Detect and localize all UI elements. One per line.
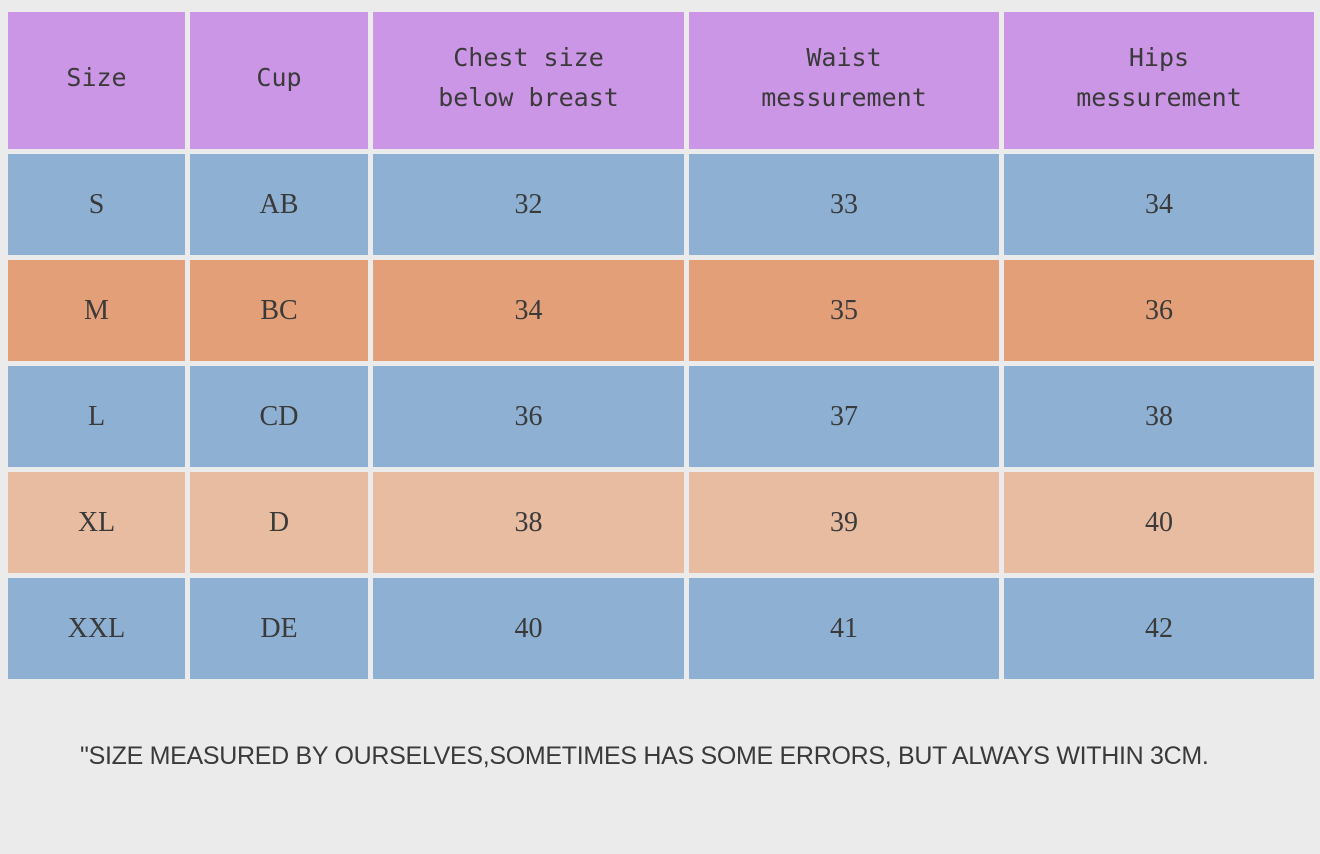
header-cup: Cup: [190, 12, 368, 149]
size-disclaimer-note: "SIZE MEASURED BY OURSELVES,SOMETIMES HA…: [80, 742, 1209, 770]
cell-chest: 40: [373, 578, 684, 679]
cell-chest: 38: [373, 472, 684, 573]
cell-chest: 34: [373, 260, 684, 361]
size-chart-table: Size Cup Chest size below breast Waist m…: [8, 12, 1314, 679]
cell-waist: 35: [689, 260, 999, 361]
header-chest-size: Chest size below breast: [373, 12, 684, 149]
cell-size: L: [8, 366, 185, 467]
header-hips: Hips messurement: [1004, 12, 1314, 149]
cell-hips: 36: [1004, 260, 1314, 361]
cell-hips: 40: [1004, 472, 1314, 573]
cell-waist: 37: [689, 366, 999, 467]
cell-size: XXL: [8, 578, 185, 679]
cell-cup: DE: [190, 578, 368, 679]
cell-waist: 33: [689, 154, 999, 255]
cell-cup: CD: [190, 366, 368, 467]
cell-cup: BC: [190, 260, 368, 361]
cell-hips: 38: [1004, 366, 1314, 467]
cell-waist: 41: [689, 578, 999, 679]
cell-chest: 32: [373, 154, 684, 255]
header-size: Size: [8, 12, 185, 149]
cell-waist: 39: [689, 472, 999, 573]
cell-hips: 42: [1004, 578, 1314, 679]
cell-chest: 36: [373, 366, 684, 467]
cell-hips: 34: [1004, 154, 1314, 255]
cell-size: M: [8, 260, 185, 361]
cell-cup: D: [190, 472, 368, 573]
cell-size: S: [8, 154, 185, 255]
header-waist: Waist messurement: [689, 12, 999, 149]
cell-size: XL: [8, 472, 185, 573]
cell-cup: AB: [190, 154, 368, 255]
